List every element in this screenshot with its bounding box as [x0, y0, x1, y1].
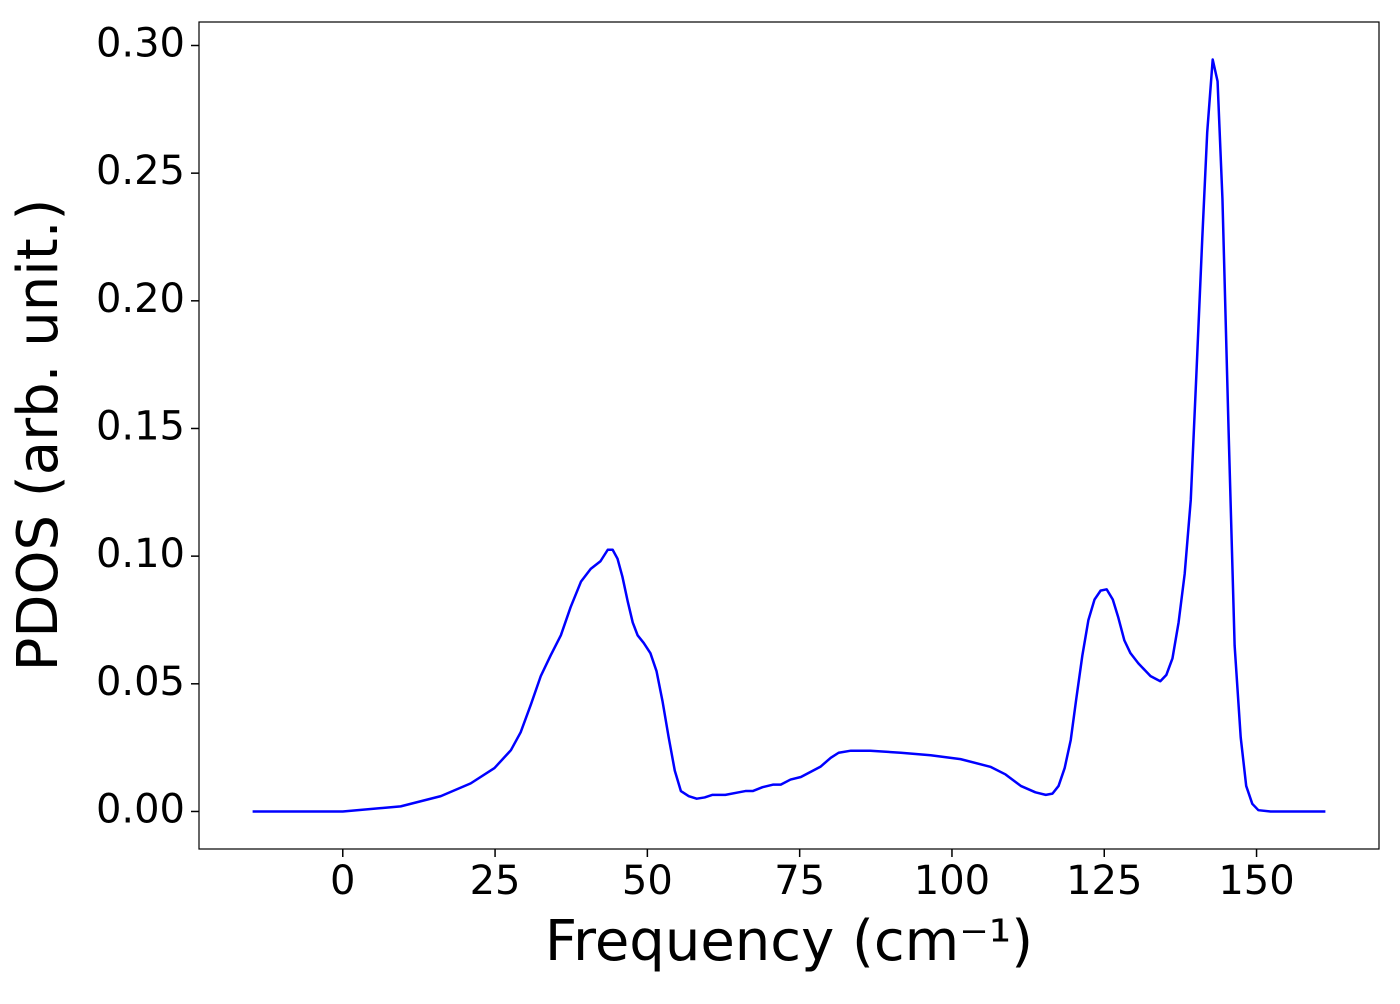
y-tick-label: 0.30: [96, 20, 185, 66]
y-axis-label: PDOS (arb. unit.): [6, 199, 71, 672]
y-tick-label: 0.10: [96, 531, 185, 577]
x-tick-label: 100: [914, 858, 990, 904]
x-tick-label: 125: [1066, 858, 1142, 904]
x-tick-label: 150: [1218, 858, 1294, 904]
x-tick-label: 50: [622, 858, 673, 904]
x-tick-label: 0: [330, 858, 355, 904]
x-tick-label: 75: [774, 858, 825, 904]
y-tick-label: 0.05: [96, 659, 185, 705]
line-series: [252, 58, 1326, 813]
x-tick-label: 25: [470, 858, 521, 904]
x-axis-label: Frequency (cm⁻¹): [545, 909, 1033, 974]
y-tick-label: 0.15: [96, 403, 185, 449]
plot-frame: [198, 21, 1380, 850]
y-tick-label: 0.25: [96, 148, 185, 194]
y-tick-label: 0.20: [96, 276, 185, 322]
y-tick-label: 0.00: [96, 786, 185, 832]
